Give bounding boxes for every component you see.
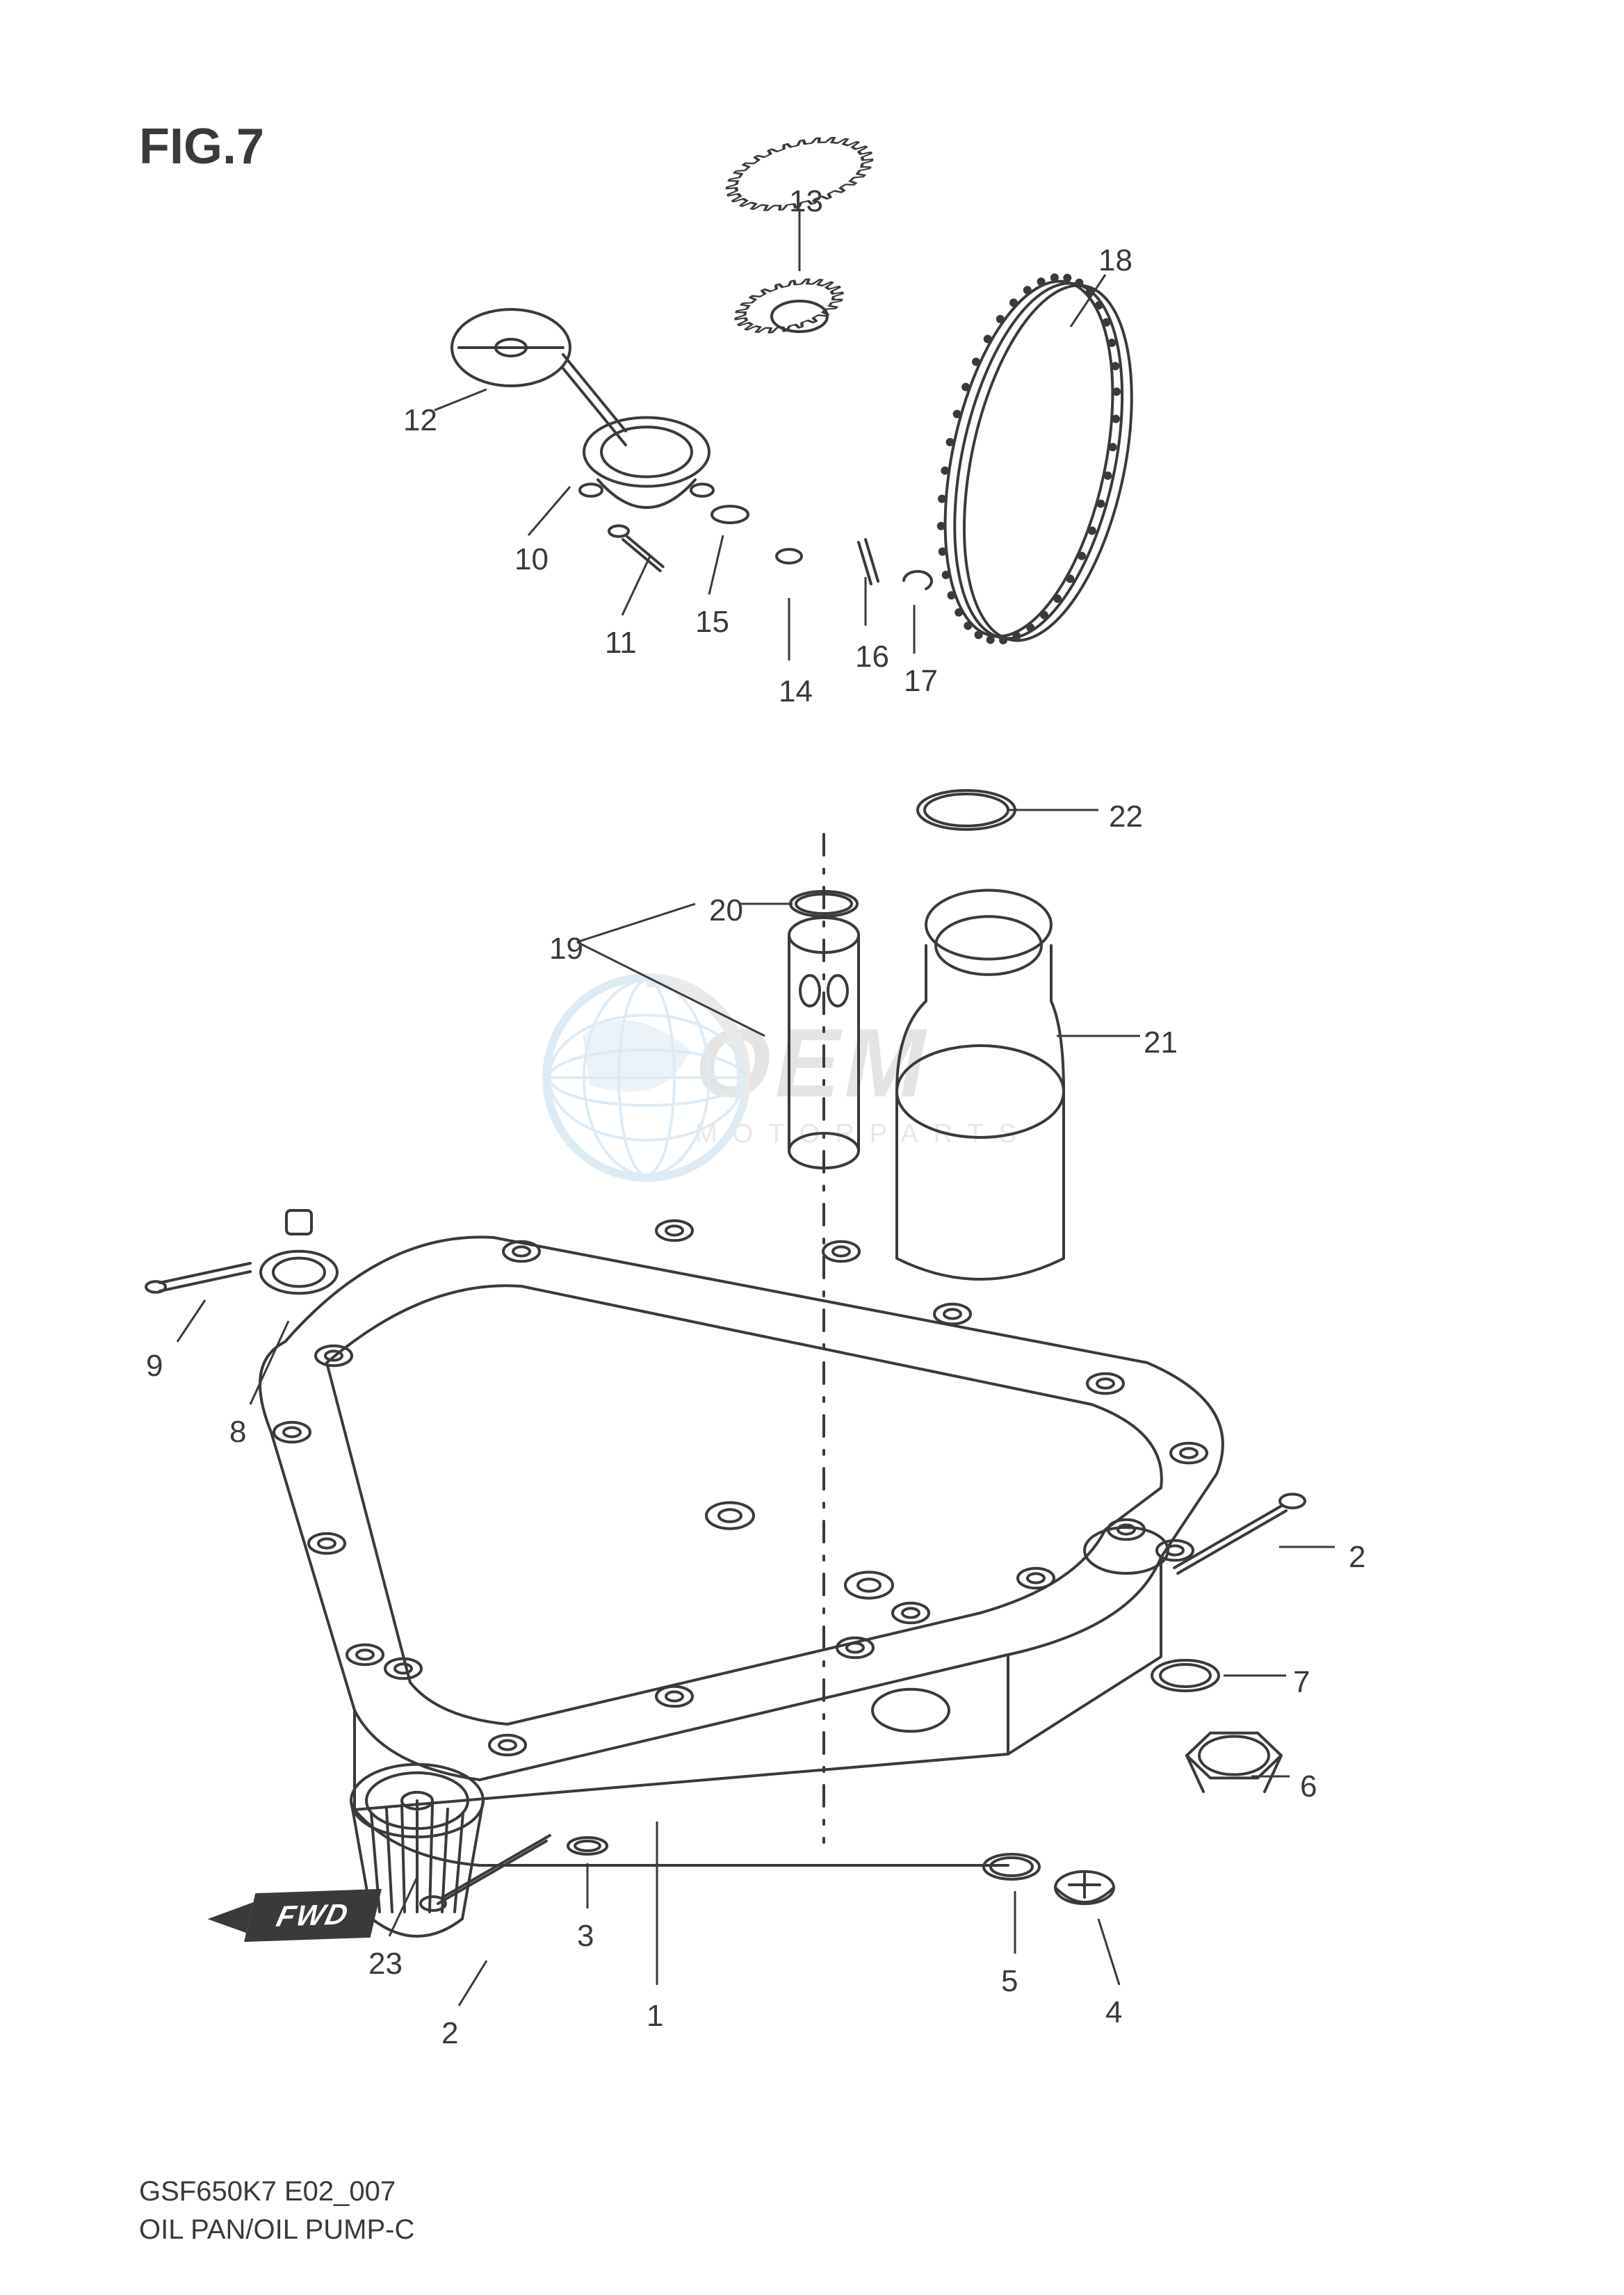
callout-20: 20 <box>709 893 743 928</box>
fwd-direction-badge: FWD <box>244 1889 382 1942</box>
callout-10: 10 <box>514 542 549 577</box>
fwd-arrow-icon <box>204 1902 254 1934</box>
callout-21: 21 <box>1144 1025 1178 1060</box>
fwd-label: FWD <box>273 1897 352 1933</box>
callout-8: 8 <box>229 1415 246 1450</box>
callout-15: 15 <box>695 605 729 640</box>
callout-9: 9 <box>146 1349 163 1384</box>
callout-1: 1 <box>647 1999 663 2034</box>
callout-3: 3 <box>577 1919 594 1954</box>
footer-part-group: OIL PAN/OIL PUMP-C <box>139 2214 414 2246</box>
callout-22: 22 <box>1109 800 1143 834</box>
callout-18: 18 <box>1098 243 1132 278</box>
callout-6: 6 <box>1300 1769 1317 1804</box>
diagram-page: FIG.7 OEM MOTORPARTS <box>0 0 1624 2295</box>
callout-16: 16 <box>855 640 889 674</box>
callout-14: 14 <box>779 674 813 709</box>
callout-4: 4 <box>1105 1995 1122 2030</box>
callout-19: 19 <box>549 932 583 966</box>
callout-7: 7 <box>1293 1665 1310 1700</box>
callout-12: 12 <box>403 403 437 438</box>
callout-2: 2 <box>1349 1540 1365 1575</box>
callout-5: 5 <box>1001 1964 1018 1999</box>
callout-11: 11 <box>605 626 637 660</box>
callout-13: 13 <box>789 184 823 219</box>
callout-2: 2 <box>441 2016 458 2051</box>
footer-model-code: GSF650K7 E02_007 <box>139 2176 396 2207</box>
callout-17: 17 <box>904 664 938 699</box>
exploded-diagram <box>0 0 1624 2295</box>
callout-23: 23 <box>368 1947 403 1981</box>
